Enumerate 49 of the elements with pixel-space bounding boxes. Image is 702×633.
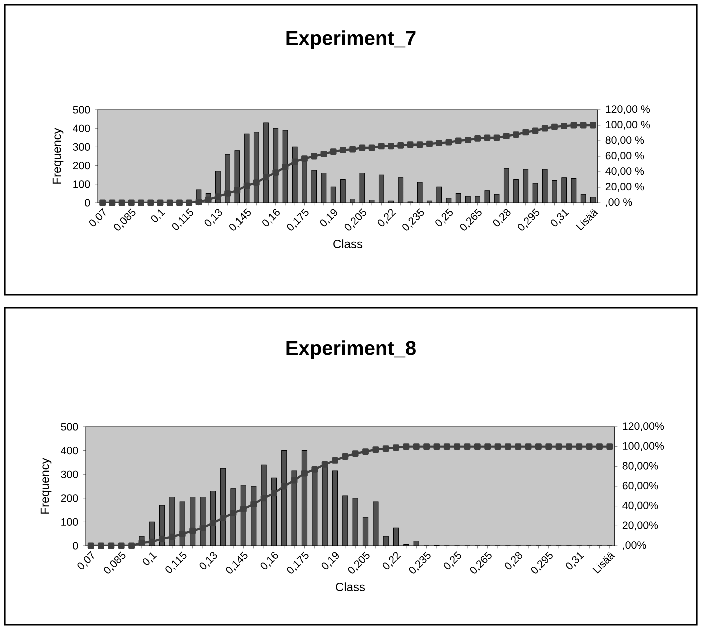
y-tick-label: 0 [85, 199, 90, 207]
chart-title: Experiment_8 [286, 340, 416, 360]
x-tick-label: 0,22 [378, 209, 396, 227]
chart-title: Experiment_7 [286, 30, 416, 50]
y2-tick-label: 80,00% [622, 462, 658, 472]
x-tick-label: 0,16 [262, 209, 280, 227]
y2-tick-label: 100,00% [623, 442, 664, 452]
y2-tick-label: 20,00 % [606, 183, 644, 192]
y-tick-label: 300 [61, 470, 78, 478]
x-tick-label: 0,13 [204, 209, 222, 227]
x-axis-title: Class [334, 240, 363, 248]
x-tick-label: 0,28 [493, 209, 511, 227]
x-tick-label: 0,1 [151, 210, 166, 222]
y-tick-label: 200 [61, 494, 78, 502]
x-tick-label: 0,22 [382, 552, 402, 570]
y-tick-label: 100 [62, 518, 78, 526]
x-tick-label: 0,28 [505, 552, 523, 570]
y2-tick-label: 60,00 % [606, 152, 644, 161]
y-tick-label: 300 [73, 143, 90, 151]
y2-tick-label: 120,00% [623, 422, 664, 432]
y-tick-label: 400 [73, 124, 90, 132]
x-tick-label: 0,31 [566, 552, 584, 570]
y-tick-label: 500 [61, 423, 78, 431]
x-tick-label: 0,07 [89, 208, 106, 227]
y2-tick-label: 60,00% [622, 482, 658, 491]
y-tick-label: 500 [73, 106, 90, 114]
x-tick-label: 0,19 [322, 552, 340, 570]
x-tick-label: 0,13 [200, 552, 218, 570]
y2-tick-label: 40,00 % [606, 168, 644, 176]
y2-tick-label: 120,00 % [606, 106, 650, 114]
x-tick-label: 0,16 [260, 552, 278, 570]
y-tick-label: 0 [73, 542, 78, 550]
y2-tick-label: 100,00 % [606, 121, 650, 130]
y-tick-label: 200 [73, 162, 90, 170]
x-axis-title: Class [336, 582, 366, 592]
y-axis-title: Frequency [40, 458, 52, 514]
y-tick-label: 100 [74, 180, 90, 188]
y2-tick-label: 20,00% [622, 522, 658, 531]
x-tick-label: 0,19 [320, 209, 338, 227]
x-tick-label: 0,07 [78, 551, 94, 570]
x-tick-label: 0,31 [551, 210, 570, 227]
y-tick-label: 400 [61, 447, 78, 455]
y2-tick-label: 40,00% [622, 502, 658, 511]
x-tick-label: 0,25 [444, 552, 462, 570]
y-axis-title: Frequency [52, 128, 64, 184]
y2-tick-label: 80,00 % [606, 136, 644, 146]
x-tick-label: 0,1 [142, 552, 158, 566]
y2-tick-label: ,00% [623, 542, 646, 550]
y2-tick-label: ,00 % [606, 198, 632, 208]
